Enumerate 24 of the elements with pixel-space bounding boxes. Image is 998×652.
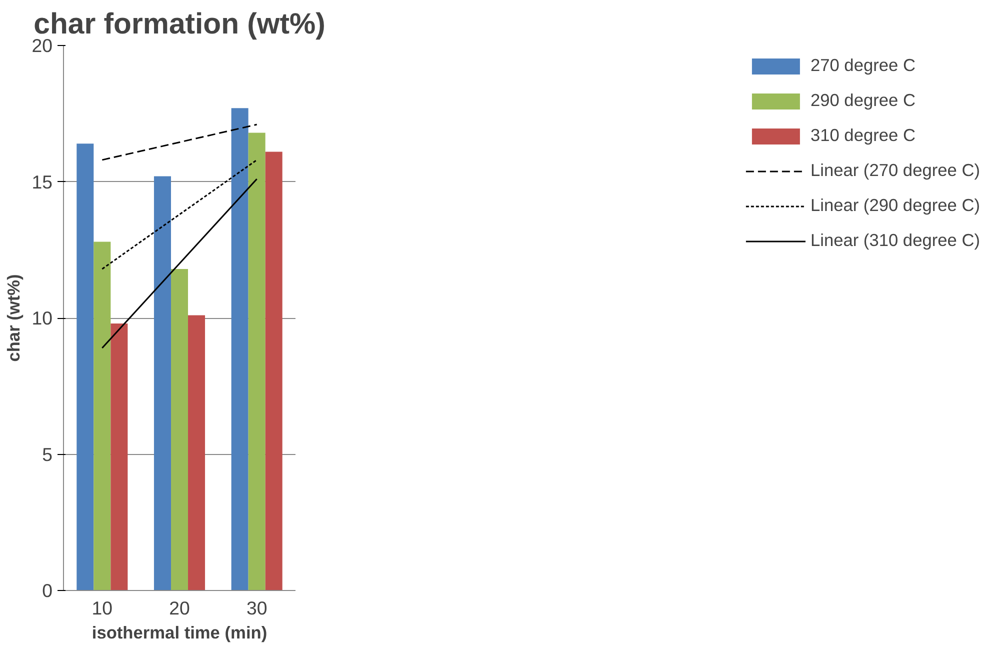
x-tick-label: 30 [246, 598, 268, 618]
bar [110, 323, 128, 590]
y-tick-label: 10 [32, 308, 53, 328]
bar [170, 268, 188, 590]
legend-label: Linear (310 degree C) [810, 230, 980, 251]
bar [94, 242, 111, 590]
x-axis-title: isothermal time (min) [92, 622, 268, 642]
legend-label: Linear (270 degree C) [810, 160, 980, 181]
x-tick-label: 20 [169, 598, 190, 618]
legend-label: 310 degree C [810, 125, 916, 146]
y-axis-title: char (wt%) [4, 274, 24, 362]
legend-label: 270 degree C [810, 55, 916, 76]
bar [188, 315, 206, 590]
bar [265, 152, 282, 590]
x-tick-label: 10 [92, 598, 113, 618]
bar [231, 108, 248, 590]
legend-label: Linear (290 degree C) [810, 195, 980, 216]
bar [154, 176, 171, 590]
y-tick-label: 5 [42, 444, 53, 465]
legend-label: 290 degree C [810, 90, 916, 111]
y-tick-label: 0 [42, 580, 53, 601]
y-tick-label: 15 [32, 171, 53, 192]
bar [248, 132, 266, 590]
bar [76, 144, 94, 590]
